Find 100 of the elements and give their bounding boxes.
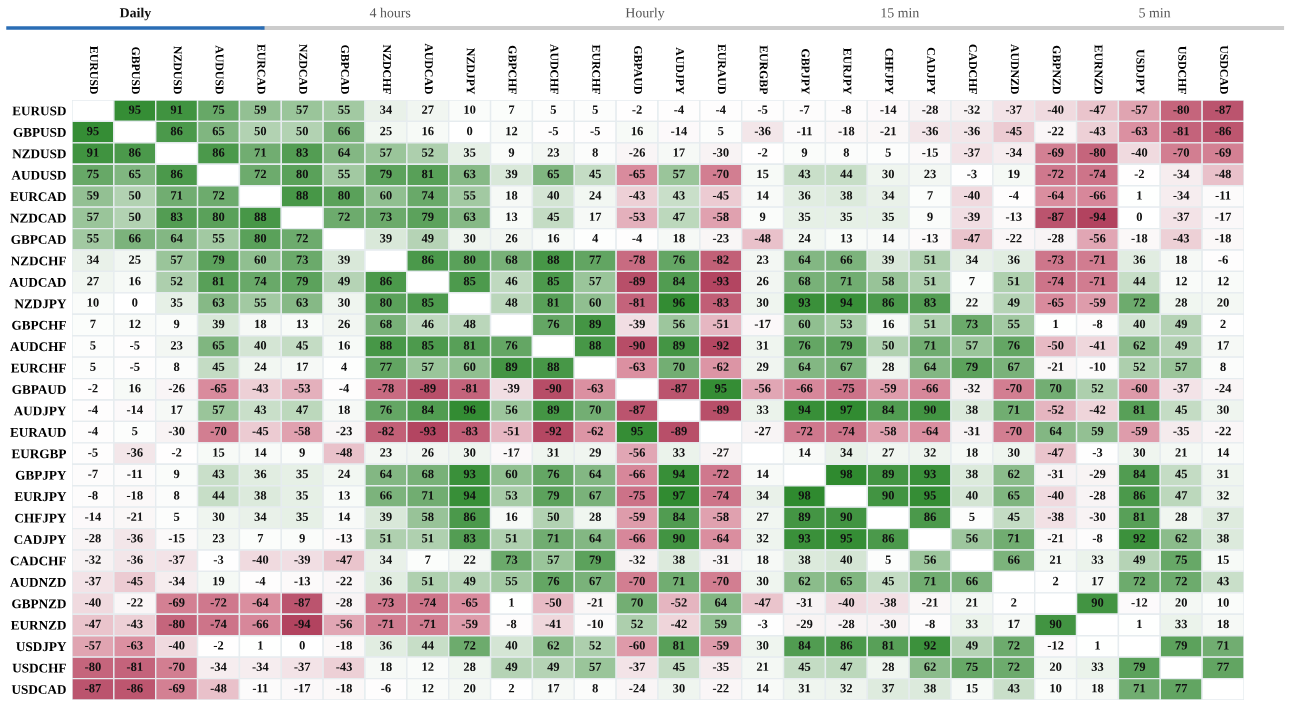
data-label: -82: [712, 255, 729, 264]
data-label: 31: [798, 684, 811, 693]
data-label: -5: [88, 448, 98, 457]
data-label: 30: [756, 641, 769, 650]
data-label: 43: [1216, 576, 1229, 586]
data-label: -51: [712, 319, 729, 329]
data-label: 35: [296, 469, 309, 479]
data-label: 33: [673, 448, 685, 457]
y-tick-label: AUDJPY: [13, 406, 67, 416]
data-label: 45: [1175, 469, 1188, 479]
data-label: 46: [505, 276, 518, 286]
data-label: -87: [85, 683, 101, 693]
data-label: 86: [212, 148, 225, 157]
data-label: -65: [210, 384, 227, 393]
data-label: 55: [254, 298, 267, 307]
data-label: 84: [882, 405, 895, 414]
data-label: 66: [338, 126, 350, 136]
data-label: -28: [922, 105, 938, 114]
y-tick-label: NZDUSD: [12, 149, 66, 159]
data-label: -26: [629, 148, 646, 157]
y-tick-label: NZDCAD: [10, 213, 66, 223]
data-label: 33: [756, 405, 769, 414]
data-label: 50: [129, 212, 141, 221]
data-label: 8: [592, 683, 598, 693]
data-label: 5: [174, 512, 180, 521]
data-label: 33: [966, 619, 978, 629]
data-label: 86: [170, 126, 183, 136]
data-label: 83: [924, 298, 936, 307]
data-label: 49: [1175, 341, 1188, 350]
data-label: 23: [380, 448, 392, 457]
data-label: 84: [798, 641, 811, 650]
data-label: -93: [712, 276, 729, 286]
data-label: -83: [461, 426, 478, 436]
data-label: 23: [547, 148, 560, 157]
data-label: 83: [170, 212, 183, 221]
data-label: 17: [1008, 619, 1020, 629]
data-label: -37: [629, 662, 646, 671]
data-label: -2: [171, 448, 182, 457]
data-label: 72: [1008, 641, 1020, 650]
data-label: 72: [296, 234, 308, 243]
y-tick-label: NZDCHF: [10, 256, 66, 266]
data-label: 96: [463, 405, 476, 414]
data-label: -13: [294, 576, 311, 586]
data-label: 14: [757, 469, 769, 479]
data-label: 57: [422, 362, 434, 371]
x-tick-label: GBPAUD: [634, 46, 643, 94]
data-label: -70: [168, 662, 185, 671]
data-label: 73: [296, 255, 309, 264]
data-label: -70: [712, 169, 729, 179]
data-label: 90: [673, 533, 685, 543]
data-label: -43: [1173, 234, 1190, 243]
data-label: -39: [503, 384, 520, 393]
data-label: 30: [1133, 448, 1146, 457]
data-label: 70: [673, 362, 685, 371]
x-tick-label: NZDJPY: [466, 48, 475, 95]
data-label: -59: [880, 384, 897, 393]
data-label: 81: [1133, 512, 1145, 521]
data-label: -50: [1047, 341, 1064, 350]
data-label: 28: [1175, 298, 1188, 307]
data-label: 76: [380, 405, 392, 414]
data-label: -66: [252, 619, 269, 629]
data-label: 27: [756, 512, 769, 521]
data-label: 7: [927, 191, 933, 200]
y-tick-label: CADJPY: [14, 535, 67, 544]
data-label: -43: [1089, 126, 1106, 136]
data-label: -63: [1131, 126, 1148, 136]
data-label: 34: [380, 555, 392, 564]
data-label: 72: [338, 212, 350, 221]
data-label: -4: [1009, 191, 1019, 200]
data-label: -14: [85, 512, 102, 521]
data-label: 81: [673, 641, 685, 650]
data-label: 14: [757, 191, 769, 200]
data-label: 38: [254, 491, 267, 500]
data-label: -34: [1173, 169, 1190, 179]
data-label: 66: [966, 576, 978, 586]
text: Daily: [119, 7, 152, 21]
data-label: 67: [589, 491, 602, 500]
data-label: 89: [547, 405, 560, 414]
data-label: 72: [1175, 576, 1187, 586]
data-label: -14: [880, 105, 897, 114]
data-label: 17: [548, 684, 560, 693]
data-label: 76: [673, 255, 685, 264]
data-label: 5: [90, 341, 96, 350]
data-label: -31: [796, 598, 813, 607]
data-label: 27: [87, 276, 99, 286]
data-label: 9: [759, 212, 766, 221]
data-label: 57: [966, 341, 978, 350]
data-label: -65: [1047, 298, 1064, 307]
data-label: -21: [1047, 534, 1064, 543]
data-label: 84: [673, 512, 685, 521]
data-label: -18: [1131, 233, 1148, 243]
data-label: -86: [126, 683, 143, 693]
data-label: 64: [589, 534, 602, 543]
data-label: 57: [380, 148, 392, 157]
data-label: 81: [882, 641, 894, 650]
data-label: 67: [1007, 362, 1020, 371]
data-label: 26: [756, 276, 769, 286]
data-label: 21: [1175, 448, 1187, 457]
data-label: -5: [757, 105, 768, 114]
data-label: -81: [629, 298, 645, 307]
